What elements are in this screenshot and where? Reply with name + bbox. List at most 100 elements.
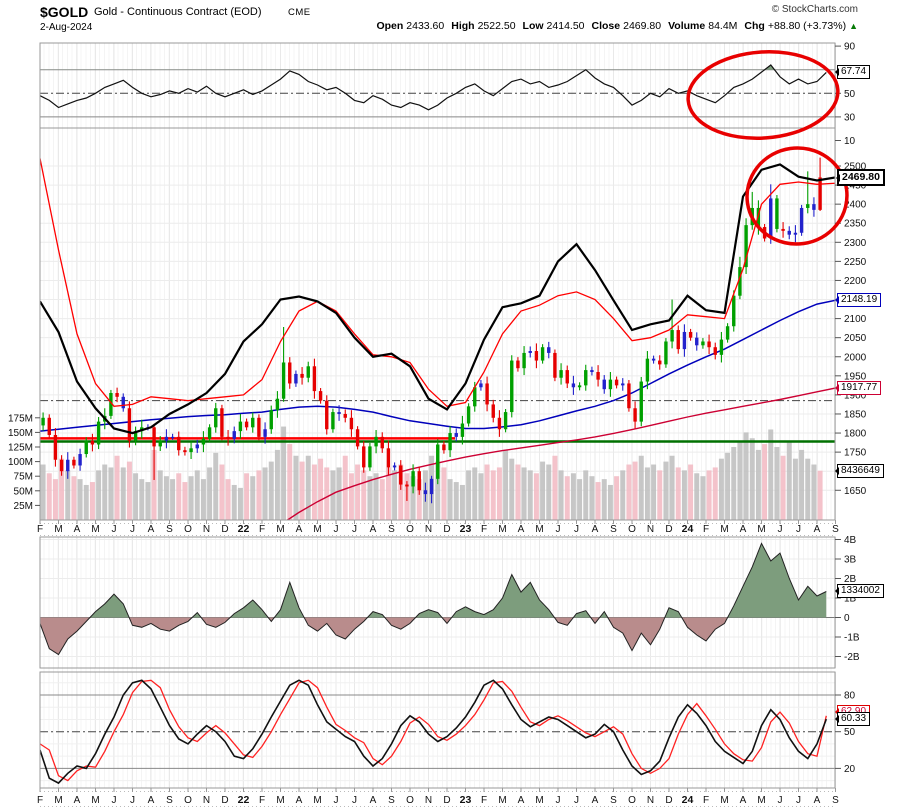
axis-label: 50 [844, 89, 856, 100]
high-value: 2522.50 [477, 20, 516, 32]
axis-label: -2B [844, 652, 860, 663]
axis-label: 1950 [844, 371, 867, 382]
axis-label: 1800 [844, 429, 867, 440]
axis-label: J [556, 795, 561, 806]
stoch-panel [40, 679, 835, 785]
blue-ma-value-callout: 2148.19 [834, 293, 882, 308]
axis-label: A [74, 524, 81, 535]
axis-label: M [276, 524, 284, 535]
axis-label: 175M [8, 413, 33, 424]
axis-label: J [112, 795, 117, 806]
axis-label: D [665, 795, 672, 806]
close-label: Close [591, 20, 621, 32]
axis-label: A [296, 795, 303, 806]
axis-label: 1B [844, 594, 857, 605]
axis-label: F [37, 524, 43, 535]
panel-borders [39, 42, 836, 789]
axis-label: M [720, 795, 728, 806]
volume-bars [40, 426, 823, 520]
axis-label: F [259, 795, 265, 806]
axis-label: J [130, 524, 135, 535]
axis-label: S [832, 524, 839, 535]
exchange-label: CME [288, 7, 311, 18]
axis-label: 30 [844, 112, 856, 123]
axis-label: 50 [844, 727, 856, 738]
axis-label: J [556, 524, 561, 535]
chg-value: +88.80 (+3.73%) [767, 20, 847, 32]
axis-label: O [184, 524, 192, 535]
axis-label: S [166, 524, 173, 535]
stoch-value-callout: 60.33 [834, 712, 871, 727]
axis-label: 2350 [844, 219, 867, 230]
axis-label: A [592, 524, 599, 535]
axis-label: J [334, 524, 339, 535]
axis-label: O [628, 795, 636, 806]
up-arrow-icon: ▲ [849, 21, 858, 31]
gridlines [39, 43, 836, 788]
axis-label: N [647, 795, 654, 806]
axis-label: 1750 [844, 448, 867, 459]
axis-label: F [481, 524, 487, 535]
axis-label: A [74, 795, 81, 806]
axis-label: 125M [8, 443, 33, 454]
axis-label: A [296, 524, 303, 535]
red-ellipse-annotations [686, 50, 849, 246]
axis-label: 24 [682, 523, 694, 535]
axis-labels: 2500245024002350230022502200210020502000… [8, 42, 867, 775]
axis-label: J [334, 795, 339, 806]
axis-label: 2500 [844, 162, 867, 173]
axis-label: 75M [14, 472, 33, 483]
chg-label: Chg [744, 20, 765, 32]
axis-label: 24 [682, 794, 694, 806]
axis-label: O [406, 524, 414, 535]
axis-label: 23 [460, 523, 472, 535]
axis-label: -1B [844, 633, 860, 644]
axis-label: M [535, 795, 543, 806]
chart-date: 2-Aug-2024 [40, 22, 93, 33]
axis-label: 80 [844, 691, 856, 702]
rsi-value-callout: 67.74 [834, 65, 871, 80]
axis-label: 50M [14, 486, 33, 497]
open-label: Open [376, 20, 404, 32]
axis-label: 4B [844, 535, 857, 546]
axis-label: M [498, 795, 506, 806]
axis-label: 23 [460, 794, 472, 806]
axis-label: 1900 [844, 390, 867, 401]
axis-label: S [610, 524, 617, 535]
axis-label: F [703, 795, 709, 806]
axis-label: N [203, 795, 210, 806]
axis-label: J [796, 795, 801, 806]
axis-label: 100M [8, 457, 33, 468]
volume-value-callout: 8436649 [835, 463, 884, 478]
axis-label: 0 [844, 613, 850, 624]
axis-label: N [425, 795, 432, 806]
axis-label: D [665, 524, 672, 535]
axis-label: F [703, 524, 709, 535]
axis-label: J [352, 524, 357, 535]
axis-label: M [720, 524, 728, 535]
axis-label: 2250 [844, 257, 867, 268]
axis-label: F [259, 524, 265, 535]
price-lines [40, 158, 835, 435]
axis-label: D [443, 524, 450, 535]
candlesticks [41, 157, 822, 504]
axis-label: J [574, 524, 579, 535]
rsi-panel [40, 64, 835, 118]
ticker-symbol: $GOLD [40, 4, 89, 20]
low-label: Low [522, 20, 544, 32]
high-label: High [451, 20, 475, 32]
axis-label: 2050 [844, 333, 867, 344]
crimson-ma-value-callout: 1917.77 [834, 381, 882, 396]
axis-label: A [740, 795, 747, 806]
axis-label: J [130, 795, 135, 806]
axis-label: F [481, 795, 487, 806]
axis-label: M [313, 795, 321, 806]
axis-label: A [814, 524, 821, 535]
axis-label: A [148, 795, 155, 806]
axis-label: M [91, 524, 99, 535]
axis-label: O [184, 795, 192, 806]
ohlc-quote: Open 2433.60 High 2522.50 Low 2414.50 Close 246… [369, 20, 858, 32]
open-value: 2433.60 [406, 20, 445, 32]
flow-value-callout: 1334002 [835, 584, 884, 599]
